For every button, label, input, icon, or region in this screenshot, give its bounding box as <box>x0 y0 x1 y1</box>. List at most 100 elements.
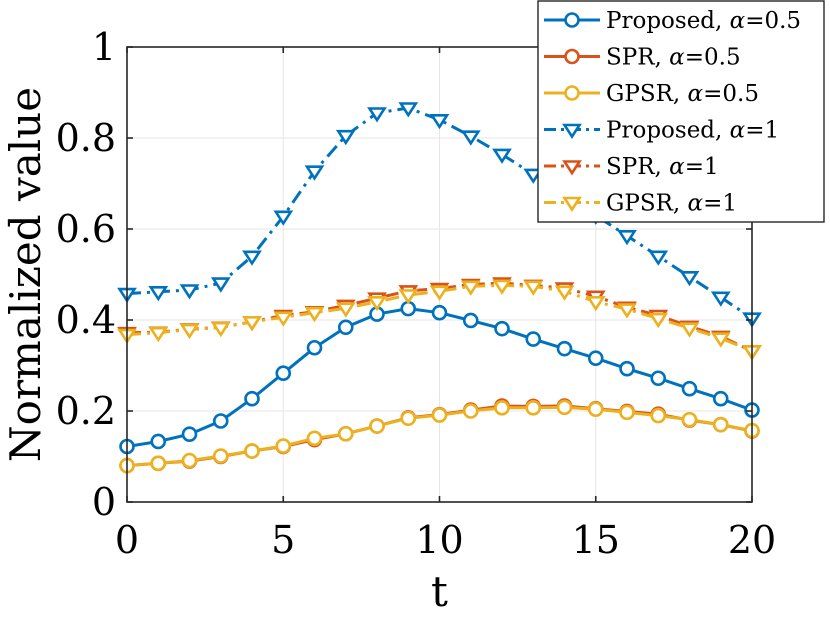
series-5 <box>117 279 762 361</box>
data-point <box>150 433 167 450</box>
data-point <box>712 390 729 407</box>
data-point <box>210 277 231 293</box>
data-point <box>710 332 731 348</box>
data-point <box>242 250 262 266</box>
data-point <box>523 168 544 184</box>
data-point <box>181 426 198 443</box>
legend-label: Proposed, α=1 <box>606 118 779 144</box>
legend-label: Proposed, α=0.5 <box>606 8 801 34</box>
data-point <box>335 302 356 318</box>
series-line <box>126 106 753 320</box>
data-point <box>587 350 604 367</box>
data-point <box>492 279 512 295</box>
legend-marker <box>562 196 582 212</box>
legend-label-text: SPR, <box>606 45 669 71</box>
legend-alpha-value: 1 <box>704 154 719 180</box>
data-point <box>244 443 260 459</box>
legend-entry: SPR, α=0.5 <box>544 45 741 71</box>
legend-alpha-value: 1 <box>722 191 737 217</box>
data-point <box>275 365 292 382</box>
legend-alpha-value: 0.5 <box>764 8 801 34</box>
data-point <box>275 438 292 454</box>
series-2 <box>119 399 760 474</box>
series-line <box>126 283 753 353</box>
data-point <box>398 102 419 118</box>
data-point <box>304 306 325 323</box>
y-tick-label: 0.2 <box>56 389 116 433</box>
legend-alpha-eq: = <box>745 8 764 34</box>
data-point <box>179 284 200 300</box>
legend-alpha-eq: = <box>685 154 704 180</box>
data-point <box>148 285 169 302</box>
data-point <box>587 401 604 417</box>
series-0 <box>119 300 760 455</box>
data-point <box>400 410 417 427</box>
data-point <box>619 360 635 377</box>
legend-label-text: SPR, <box>606 154 669 180</box>
legend-label-text: GPSR, <box>606 191 688 217</box>
data-point <box>523 280 544 296</box>
data-point <box>150 455 167 472</box>
tick-labels: 0 5 10 15 20 0 0.2 0.4 0.6 0.8 1 <box>56 25 777 562</box>
data-point <box>429 114 450 130</box>
legend-entry: SPR, α=1 <box>544 154 719 180</box>
data-point <box>431 407 448 423</box>
ticks <box>126 46 753 503</box>
data-point <box>337 425 354 442</box>
data-point <box>244 390 260 407</box>
data-point <box>306 430 323 447</box>
data-point <box>681 411 698 428</box>
data-point <box>681 380 698 397</box>
legend-entry: Proposed, α=1 <box>544 118 779 144</box>
data-point <box>179 323 200 340</box>
series-layer <box>117 102 762 474</box>
data-point <box>648 312 669 329</box>
data-point <box>619 404 635 421</box>
data-point <box>617 303 637 319</box>
data-point <box>273 210 294 226</box>
legend-alpha-eq: = <box>745 118 764 144</box>
data-point <box>494 400 510 416</box>
y-tick-label: 0.4 <box>56 298 116 342</box>
y-axis-title: Normalized value <box>1 87 50 462</box>
data-point <box>554 285 575 301</box>
x-tick-label: 15 <box>572 518 620 562</box>
legend-marker <box>564 48 580 65</box>
data-point <box>367 107 387 123</box>
data-point <box>710 291 731 307</box>
legend-alpha-value: 0.5 <box>704 45 741 71</box>
data-point <box>648 250 669 266</box>
legend-alpha-eq: = <box>685 45 704 71</box>
data-point <box>679 270 700 287</box>
legend-label: SPR, α=0.5 <box>606 45 741 71</box>
data-point <box>369 418 385 434</box>
data-point <box>525 331 542 347</box>
x-tick-label: 10 <box>415 518 463 562</box>
data-point <box>212 413 229 429</box>
legend-alpha-eq: = <box>703 81 722 107</box>
legend-marker <box>564 85 580 101</box>
data-point <box>337 319 354 336</box>
data-point <box>585 295 606 312</box>
legend-alpha-eq: = <box>703 191 722 217</box>
legend-marker <box>562 160 582 176</box>
data-point <box>712 416 729 433</box>
data-point <box>210 321 231 338</box>
legend-label-text: Proposed, <box>606 118 730 144</box>
data-point <box>650 370 667 387</box>
legend-entry: GPSR, α=0.5 <box>544 81 759 107</box>
data-point <box>181 452 198 469</box>
data-point <box>304 165 325 181</box>
y-tick-label: 0.8 <box>56 116 116 160</box>
legend-alpha-value: 0.5 <box>722 81 759 107</box>
alpha-symbol: α <box>669 154 685 180</box>
legend-label-text: GPSR, <box>606 81 688 107</box>
x-axis-title: t <box>431 567 448 616</box>
data-point <box>367 295 387 312</box>
data-point <box>460 130 481 146</box>
data-point <box>273 311 294 327</box>
data-point <box>212 448 229 464</box>
data-point <box>494 320 510 337</box>
alpha-symbol: α <box>730 118 746 144</box>
